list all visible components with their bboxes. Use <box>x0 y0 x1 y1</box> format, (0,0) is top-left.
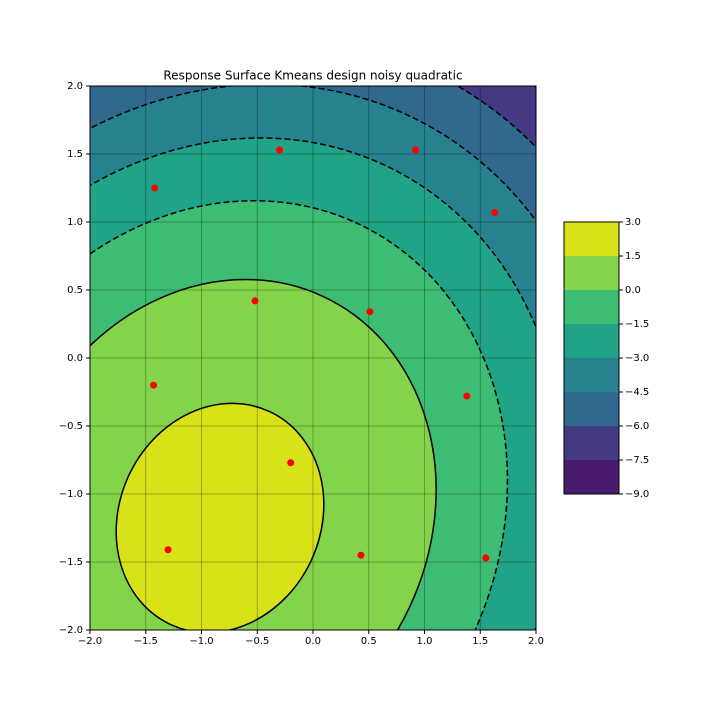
colorbar-band <box>564 460 619 494</box>
y-tick-label: −1.0 <box>59 489 83 500</box>
colorbar-band <box>564 426 619 460</box>
y-tick-label: 0.0 <box>67 353 83 364</box>
y-tick-label: 1.0 <box>67 217 83 228</box>
colorbar-band <box>564 222 619 256</box>
colorbar-band <box>564 290 619 324</box>
x-tick-label: 1.5 <box>472 636 488 647</box>
colorbar-tick-label: 3.0 <box>625 217 641 228</box>
design-point <box>482 554 490 562</box>
colorbar-tick-label: −9.0 <box>625 489 649 500</box>
y-tick-label: 0.5 <box>67 285 83 296</box>
colorbar-band <box>564 324 619 358</box>
x-tick-label: 0.0 <box>305 636 321 647</box>
colorbar-tick-label: 0.0 <box>625 285 641 296</box>
contour-line <box>115 402 325 630</box>
x-tick-label: −1.5 <box>134 636 158 647</box>
design-point <box>164 546 172 554</box>
colorbar-frame <box>563 221 620 495</box>
plot-frame <box>89 85 537 631</box>
x-tick-label: −2.0 <box>78 636 102 647</box>
design-point <box>463 392 471 400</box>
colorbar-tick-label: −7.5 <box>625 455 649 466</box>
y-tick-label: −1.5 <box>59 557 83 568</box>
colorbar-tick-label: 1.5 <box>625 251 641 262</box>
colorbar-band <box>564 392 619 426</box>
colorbar-tick-label: −1.5 <box>625 319 649 330</box>
design-point <box>287 459 295 467</box>
design-point <box>491 208 499 216</box>
design-point <box>366 308 374 316</box>
contour-line <box>90 278 437 630</box>
design-point <box>151 184 159 192</box>
design-point <box>357 551 365 559</box>
chart-title: Response Surface Kmeans design noisy qua… <box>163 69 462 83</box>
y-tick-label: 2.0 <box>67 81 83 92</box>
x-tick-label: −1.0 <box>189 636 213 647</box>
x-tick-label: 0.5 <box>361 636 377 647</box>
design-point <box>412 146 420 154</box>
contour-line <box>90 199 509 630</box>
y-tick-label: −2.0 <box>59 625 83 636</box>
colorbar-tick-label: −6.0 <box>625 421 649 432</box>
colorbar-tick-label: −3.0 <box>625 353 649 364</box>
design-point <box>251 297 259 305</box>
x-tick-label: −0.5 <box>245 636 269 647</box>
design-point <box>150 381 158 389</box>
x-tick-label: 2.0 <box>528 636 544 647</box>
design-point <box>276 146 284 154</box>
colorbar-band <box>564 358 619 392</box>
y-tick-label: 1.5 <box>67 149 83 160</box>
contour-band <box>116 403 324 630</box>
x-tick-label: 1.0 <box>417 636 433 647</box>
contour-line <box>90 137 536 630</box>
colorbar-tick-label: −4.5 <box>625 387 649 398</box>
colorbar-band <box>564 256 619 290</box>
y-tick-label: −0.5 <box>59 421 83 432</box>
